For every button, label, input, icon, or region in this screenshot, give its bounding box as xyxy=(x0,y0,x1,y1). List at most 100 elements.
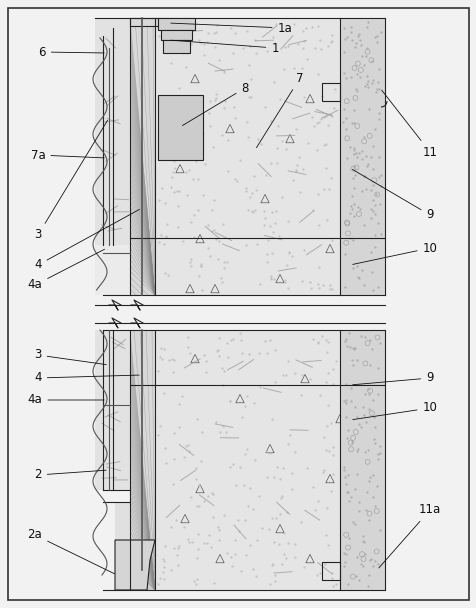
Point xyxy=(186,94,193,104)
Point xyxy=(253,535,261,545)
Point xyxy=(354,29,362,39)
Point xyxy=(348,173,356,183)
Point xyxy=(179,236,187,246)
Text: 11: 11 xyxy=(381,90,436,159)
Point xyxy=(375,441,383,451)
Point xyxy=(342,487,350,497)
Point xyxy=(353,202,361,212)
Point xyxy=(246,483,253,492)
Point xyxy=(299,92,307,102)
Point xyxy=(266,336,273,345)
Point xyxy=(169,120,177,130)
Point xyxy=(161,131,169,140)
Point xyxy=(365,389,373,399)
Point xyxy=(327,418,334,427)
Point xyxy=(271,513,279,523)
Point xyxy=(349,517,357,527)
Point xyxy=(232,480,240,489)
Point xyxy=(247,188,255,198)
Point xyxy=(219,380,227,390)
Point xyxy=(188,149,196,159)
Point xyxy=(377,170,384,180)
Point xyxy=(194,544,202,554)
Point xyxy=(158,92,166,102)
Point xyxy=(278,559,286,569)
Point xyxy=(277,492,284,502)
Point xyxy=(170,142,178,152)
Point xyxy=(181,112,188,122)
Point xyxy=(371,87,379,97)
Point xyxy=(362,184,369,193)
Point xyxy=(370,501,378,511)
Point xyxy=(367,247,375,257)
Point xyxy=(358,536,366,546)
Point xyxy=(344,470,351,480)
Point xyxy=(319,184,327,193)
Point xyxy=(221,96,228,106)
Point xyxy=(212,27,219,37)
Point xyxy=(354,274,362,283)
Point xyxy=(373,481,380,491)
Point xyxy=(280,43,288,52)
Point xyxy=(281,145,289,154)
Point xyxy=(206,95,214,105)
Point xyxy=(209,489,217,499)
Point xyxy=(243,444,251,454)
Point xyxy=(249,171,257,181)
Point xyxy=(269,32,277,41)
Point xyxy=(363,72,370,81)
Point xyxy=(209,225,217,235)
Point xyxy=(206,251,214,261)
Point xyxy=(226,462,233,472)
Point xyxy=(162,458,169,468)
Point xyxy=(283,538,291,548)
Point xyxy=(269,537,277,547)
Point xyxy=(341,72,349,82)
Point xyxy=(330,84,338,94)
Point xyxy=(189,210,197,219)
Point xyxy=(366,336,374,345)
Text: 2a: 2a xyxy=(28,528,114,574)
Point xyxy=(212,417,219,427)
Point xyxy=(309,483,317,492)
Point xyxy=(343,341,350,351)
Point xyxy=(281,553,289,563)
Text: 2: 2 xyxy=(34,469,106,482)
Point xyxy=(172,515,179,525)
Point xyxy=(167,565,174,575)
Point xyxy=(248,207,255,216)
Point xyxy=(372,85,379,94)
Point xyxy=(271,576,278,586)
Point xyxy=(160,105,168,115)
Point xyxy=(354,444,361,454)
Point xyxy=(179,127,187,137)
Point xyxy=(357,331,364,341)
Point xyxy=(165,117,172,126)
Point xyxy=(154,430,162,440)
Point xyxy=(366,360,374,370)
Point xyxy=(271,570,278,580)
Point xyxy=(158,123,166,133)
Point xyxy=(352,86,360,96)
Point xyxy=(210,578,218,587)
Point xyxy=(346,383,354,393)
Point xyxy=(370,230,378,240)
Point xyxy=(227,334,234,344)
Point xyxy=(364,514,372,524)
Point xyxy=(369,142,377,151)
Point xyxy=(228,561,235,570)
Point xyxy=(174,544,181,553)
Point xyxy=(292,167,299,176)
Point xyxy=(214,237,222,246)
Point xyxy=(160,239,168,249)
Point xyxy=(367,204,374,213)
Point xyxy=(159,153,167,162)
Point xyxy=(279,528,287,537)
Point xyxy=(289,175,297,185)
Point xyxy=(347,205,355,215)
Point xyxy=(224,166,232,176)
Point xyxy=(230,174,238,184)
Point xyxy=(155,32,162,41)
Point xyxy=(245,92,253,102)
Point xyxy=(252,48,259,58)
